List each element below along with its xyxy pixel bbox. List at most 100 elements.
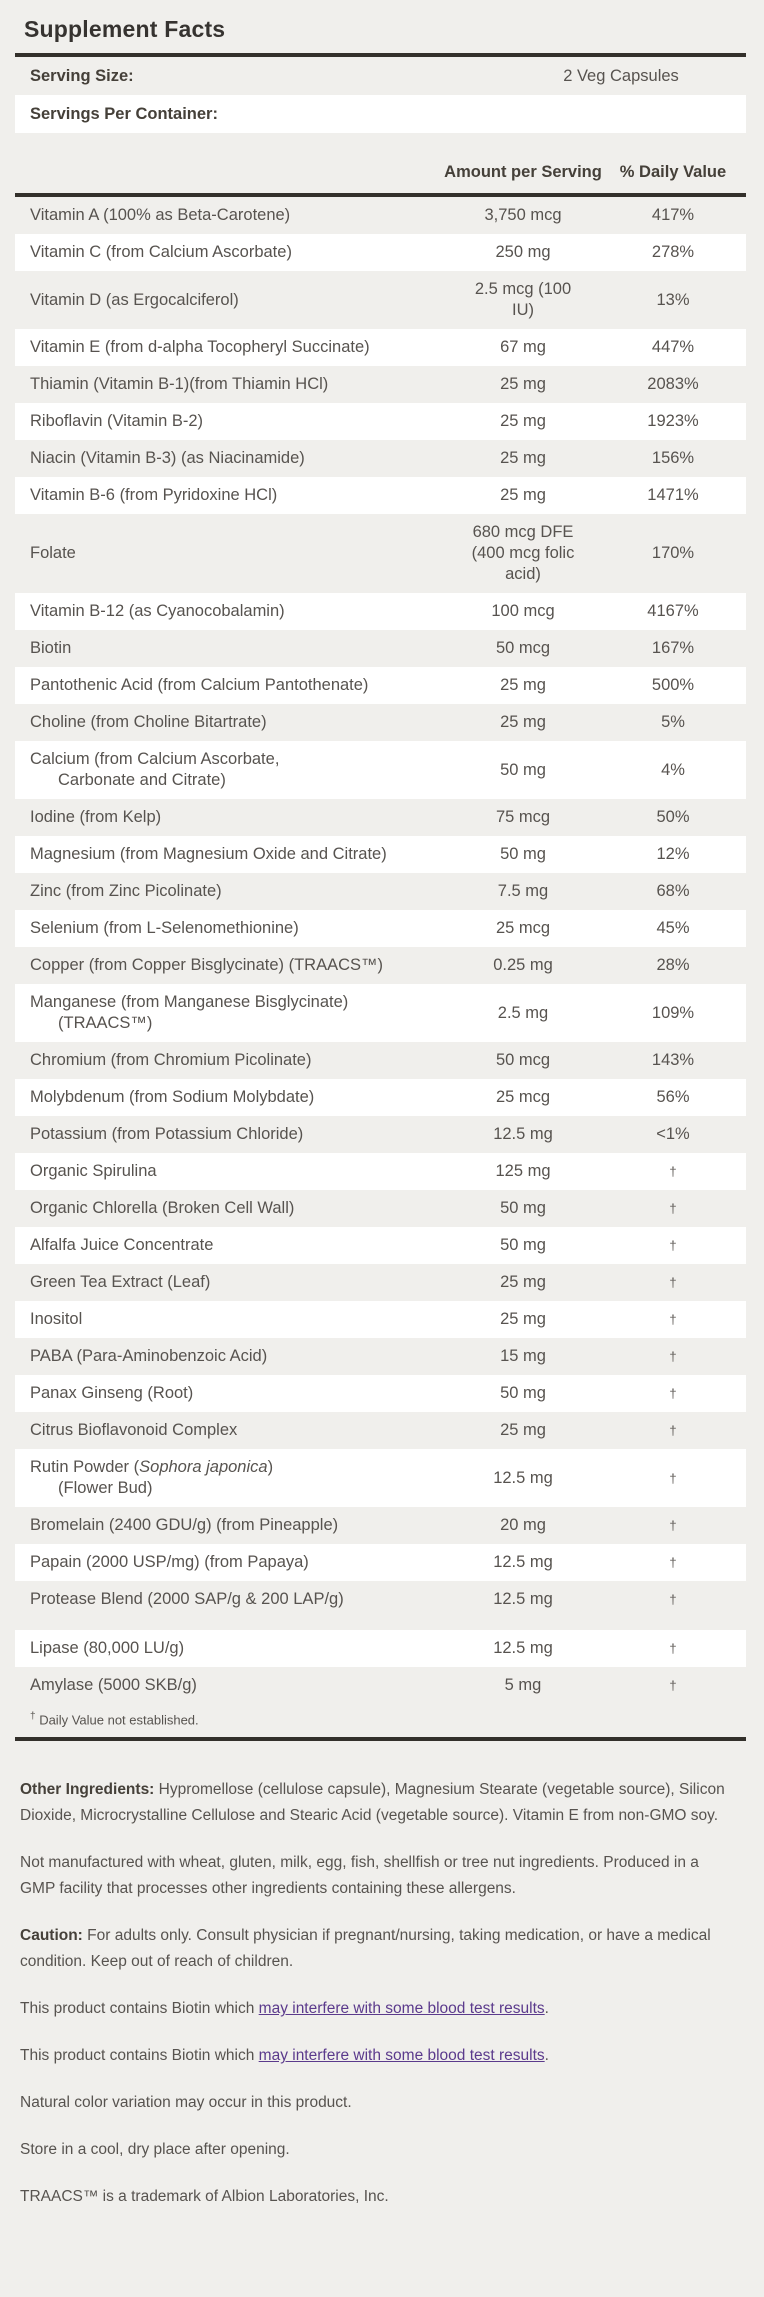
ingredient-name: Organic Spirulina — [30, 1162, 157, 1180]
ingredient-name: Vitamin B-12 (as Cyanocobalamin) — [30, 602, 285, 620]
daily-value: † — [669, 1312, 677, 1327]
daily-value: † — [669, 1275, 677, 1290]
amount-value: 100 mcg — [491, 602, 555, 620]
allergen-paragraph: Not manufactured with wheat, gluten, mil… — [20, 1854, 699, 1898]
daily-value: † — [669, 1641, 677, 1656]
amount-value: 15 mg — [500, 1347, 546, 1365]
servings-per-container-label: Servings Per Container: — [30, 104, 218, 123]
table-row: Vitamin B-6 (from Pyridoxine HCl) 25 mg 14… — [15, 477, 746, 514]
table-row: Bromelain (2400 GDU/g) (from Pineapple) 2… — [15, 1507, 746, 1544]
table-row: Citrus Bioflavonoid Complex 25 mg † — [15, 1412, 746, 1449]
ingredient-name: Iodine (from Kelp) — [30, 808, 162, 826]
ingredient-name: Potassium (from Potassium Chloride) — [30, 1125, 304, 1143]
daily-value: 170% — [651, 544, 695, 562]
ingredient-name: Vitamin E (from d-alpha Tocopheryl Succi… — [30, 338, 370, 356]
table-row: Protease Blend (2000 SAP/g & 200 LAP/g) 1… — [15, 1581, 746, 1618]
table-row: Organic Spirulina 125 mg † — [15, 1153, 746, 1190]
daily-value: 2083% — [647, 375, 699, 393]
biotin-interference-link[interactable]: may interfere with some blood test resul… — [258, 2000, 545, 2018]
daily-value: 156% — [651, 449, 695, 467]
supplement-facts-panel: Supplement Facts Serving Size: 2 Veg Cap… — [0, 16, 764, 2210]
ingredient-name: Chromium (from Chromium Picolinate) — [30, 1051, 312, 1069]
amount-value: 25 mg — [500, 449, 546, 467]
amount-value: 7.5 mg — [497, 882, 549, 900]
amount-value: 25 mg — [500, 1273, 546, 1291]
amount-value: 25 mg — [500, 375, 546, 393]
table-row: Vitamin E (from d-alpha Tocopheryl Succi… — [15, 329, 746, 366]
daily-value: 4% — [661, 760, 685, 779]
amount-value: 25 mg — [500, 412, 546, 430]
daily-value: † — [669, 1470, 677, 1486]
daily-value: † — [669, 1164, 677, 1179]
ingredient-name: Niacin (Vitamin B-3) (as Niacinamide) — [30, 449, 305, 467]
amount-value: 125 mg — [495, 1162, 551, 1180]
table-row: Molybdenum (from Sodium Molybdate) 25 mcg… — [15, 1079, 746, 1116]
amount-value: 680 mcg DFE (400 mcg folic acid) — [471, 523, 575, 583]
amount-value: 50 mcg — [495, 639, 551, 657]
amount-value: 25 mg — [500, 486, 546, 504]
daily-value: 143% — [651, 1051, 695, 1069]
daily-value: 109% — [651, 1003, 695, 1022]
ingredient-name: Amylase (5000 SKB/g) — [30, 1676, 197, 1694]
amount-value: 250 mg — [495, 243, 551, 261]
amount-value: 50 mg — [500, 845, 546, 863]
serving-size-label: Serving Size: — [30, 66, 134, 85]
table-row: Alfalfa Juice Concentrate 50 mg † — [15, 1227, 746, 1264]
ingredient-name: Papain (2000 USP/mg) (from Papaya) — [30, 1553, 309, 1571]
ingredient-name: Manganese (from Manganese Bisglycinate)(… — [30, 993, 349, 1032]
daily-value: † — [669, 1678, 677, 1693]
amount-value: 50 mcg — [495, 1051, 551, 1069]
top-divider — [15, 53, 746, 57]
table-row: Zinc (from Zinc Picolinate) 7.5 mg 68% — [15, 873, 746, 910]
amount-value: 12.5 mg — [493, 1125, 553, 1143]
biotin-note: This product contains Biotin which may i… — [20, 2000, 549, 2018]
ingredient-name: Zinc (from Zinc Picolinate) — [30, 882, 222, 900]
daily-value: 1923% — [647, 412, 699, 430]
amount-value: 5 mg — [504, 1676, 542, 1694]
daily-value: 417% — [651, 206, 695, 224]
table-header: Amount per Serving % Daily Value — [15, 161, 746, 193]
amount-value: 3,750 mcg — [484, 206, 562, 224]
amount-value: 25 mg — [500, 1421, 546, 1439]
daily-value: 68% — [656, 882, 690, 900]
closing-note: Store in a cool, dry place after opening… — [20, 2141, 290, 2159]
amount-value: 25 mg — [500, 676, 546, 694]
table-row: PABA (Para-Aminobenzoic Acid) 15 mg † — [15, 1338, 746, 1375]
table-row: Panax Ginseng (Root) 50 mg † — [15, 1375, 746, 1412]
table-row: Green Tea Extract (Leaf) 25 mg † — [15, 1264, 746, 1301]
table-row: Papain (2000 USP/mg) (from Papaya) 12.5 m… — [15, 1544, 746, 1581]
daily-value: 13% — [656, 290, 690, 309]
table-row: Selenium (from L-Selenomethionine) 25 mcg… — [15, 910, 746, 947]
daily-value: 12% — [656, 845, 690, 863]
table-row: Chromium (from Chromium Picolinate) 50 mc… — [15, 1042, 746, 1079]
ingredient-name: Magnesium (from Magnesium Oxide and Citr… — [30, 845, 387, 863]
biotin-interference-link[interactable]: may interfere with some blood test resul… — [258, 2047, 545, 2065]
page-title: Supplement Facts — [24, 16, 226, 42]
table-row: Vitamin D (as Ergocalciferol) 2.5 mcg (10… — [15, 271, 746, 329]
table-row: Niacin (Vitamin B-3) (as Niacinamide) 25 … — [15, 440, 746, 477]
table-row: Copper (from Copper Bisglycinate) (TRAAC… — [15, 947, 746, 984]
column-header-amount: Amount per Serving — [444, 163, 602, 181]
table-row: Folate 680 mcg DFE (400 mcg folic acid) 170% — [15, 514, 746, 593]
serving-size-value: 2 Veg Capsules — [563, 66, 679, 85]
amount-value: 25 mg — [500, 713, 546, 731]
ingredient-name: Molybdenum (from Sodium Molybdate) — [30, 1088, 315, 1106]
daily-value: 28% — [656, 956, 690, 974]
ingredient-name: Green Tea Extract (Leaf) — [30, 1273, 211, 1291]
header-divider — [15, 193, 746, 197]
daily-value: 50% — [656, 808, 690, 826]
amount-value: 12.5 mg — [493, 1590, 553, 1608]
amount-value: 12.5 mg — [493, 1639, 553, 1657]
ingredient-name: Bromelain (2400 GDU/g) (from Pineapple) — [30, 1516, 339, 1534]
amount-value: 25 mg — [500, 1310, 546, 1328]
daily-value: 500% — [651, 676, 695, 694]
daily-value-footnote: † Daily Value not established. — [15, 1711, 746, 1727]
notes-section: Other Ingredients: Hypromellose (cellulo… — [20, 1777, 736, 2210]
amount-value: 25 mcg — [495, 1088, 551, 1106]
table-row: Organic Chlorella (Broken Cell Wall) 50 m… — [15, 1190, 746, 1227]
amount-value: 50 mg — [500, 760, 546, 779]
daily-value: <1% — [656, 1125, 690, 1143]
ingredient-name: Choline (from Choline Bitartrate) — [30, 713, 267, 731]
ingredient-name: PABA (Para-Aminobenzoic Acid) — [30, 1347, 268, 1365]
table-row: Choline (from Choline Bitartrate) 25 mg 5% — [15, 704, 746, 741]
